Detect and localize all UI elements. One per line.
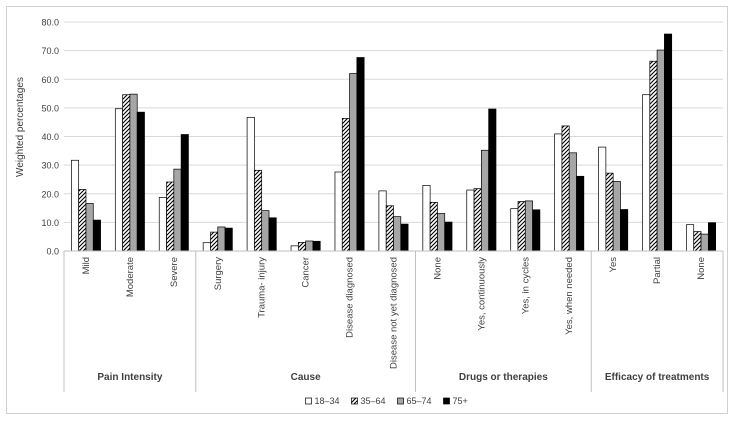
bar (576, 175, 585, 252)
category-label: Cancer (301, 257, 312, 288)
bar (290, 245, 299, 252)
legend-label: 18–34 (315, 396, 340, 406)
bar (341, 118, 350, 252)
y-tick-label: 30.0 (41, 161, 59, 171)
bar (202, 242, 211, 252)
group-label: Cause (291, 372, 321, 383)
bar (312, 240, 321, 252)
bar (605, 172, 614, 252)
bar (158, 197, 167, 252)
category-label: Yes, when needed (564, 257, 575, 335)
legend-swatch (397, 397, 404, 405)
y-tick-label: 10.0 (41, 218, 59, 228)
bar (129, 93, 138, 252)
category-label: Yes, continuously (476, 257, 487, 331)
y-axis-label: Weighted percentages (15, 77, 26, 177)
bar (297, 242, 306, 252)
category-label: Severe (169, 257, 180, 287)
category-label: Disease not yet diagnosed (389, 257, 400, 369)
bar (92, 219, 101, 252)
bar (693, 231, 702, 252)
group-label: Efficacy of treatments (605, 372, 710, 383)
y-tick-label: 20.0 (41, 189, 59, 199)
bar (305, 240, 314, 252)
y-tick-label: 0.0 (46, 247, 59, 257)
bar (78, 189, 87, 252)
legend-swatch (351, 397, 358, 405)
bar (664, 33, 673, 252)
bar (85, 203, 94, 252)
legend-label: 65–74 (407, 396, 432, 406)
bar (612, 181, 621, 252)
bar (268, 217, 277, 252)
bar (488, 108, 497, 252)
legend-label: 75+ (453, 396, 468, 406)
chart-frame: Weighted percentages 0.0 10.0 20.0 30.0 40.0… (6, 6, 728, 414)
category-label: Yes (608, 257, 619, 273)
bar (385, 205, 394, 252)
bar (686, 224, 695, 252)
category-label: Partial (652, 257, 663, 284)
bar (246, 116, 255, 252)
bar (173, 168, 182, 252)
bar (649, 60, 658, 252)
bar (166, 181, 175, 252)
bar (71, 159, 80, 252)
bar (378, 190, 387, 252)
bar (437, 213, 446, 252)
y-tick-label: 70.0 (41, 46, 59, 56)
group-label: Drugs or therapies (459, 372, 548, 383)
bar (444, 221, 453, 252)
bar (466, 189, 475, 252)
bar (180, 134, 189, 252)
bar (700, 233, 709, 252)
bar (481, 149, 490, 252)
bar (642, 94, 651, 252)
legend-swatch (443, 397, 450, 405)
bar (554, 133, 563, 252)
bar (598, 146, 607, 252)
group-label: Pain Intensity (97, 372, 162, 383)
bar (656, 49, 665, 252)
bar (122, 94, 131, 252)
category-label: Moderate (125, 257, 136, 297)
bar (400, 223, 409, 252)
category-label: Trauma- injury (257, 257, 268, 318)
bar (422, 185, 431, 252)
bar (620, 209, 629, 252)
category-label: Mild (81, 257, 92, 274)
bar (217, 226, 226, 252)
bar (517, 201, 526, 252)
y-tick-label: 40.0 (41, 132, 59, 142)
bar (473, 188, 482, 252)
bar (356, 57, 365, 252)
bar (349, 73, 358, 252)
y-tick-label: 80.0 (41, 18, 59, 28)
bar (568, 152, 577, 252)
y-tick-label: 60.0 (41, 75, 59, 85)
bar (561, 125, 570, 252)
bar (114, 108, 123, 252)
category-label: Surgery (213, 257, 224, 291)
bar (224, 227, 233, 252)
bar (210, 231, 219, 252)
legend-label: 35–64 (361, 396, 386, 406)
bar-chart: Weighted percentages 0.0 10.0 20.0 30.0 40.0… (15, 18, 724, 406)
category-label: None (432, 257, 443, 280)
category-label: None (696, 257, 707, 280)
bar (524, 200, 533, 252)
bar (261, 210, 270, 252)
category-label: Disease diagnosed (345, 257, 356, 338)
bar (136, 111, 145, 252)
bar (254, 169, 263, 252)
category-label: Yes, in cycles (520, 257, 531, 314)
bar (393, 216, 402, 252)
legend-swatch (305, 397, 312, 405)
bar (429, 201, 438, 252)
bar (532, 209, 541, 252)
bar (510, 208, 519, 252)
bar (334, 171, 343, 252)
bar (707, 222, 716, 252)
y-tick-label: 50.0 (41, 103, 59, 113)
